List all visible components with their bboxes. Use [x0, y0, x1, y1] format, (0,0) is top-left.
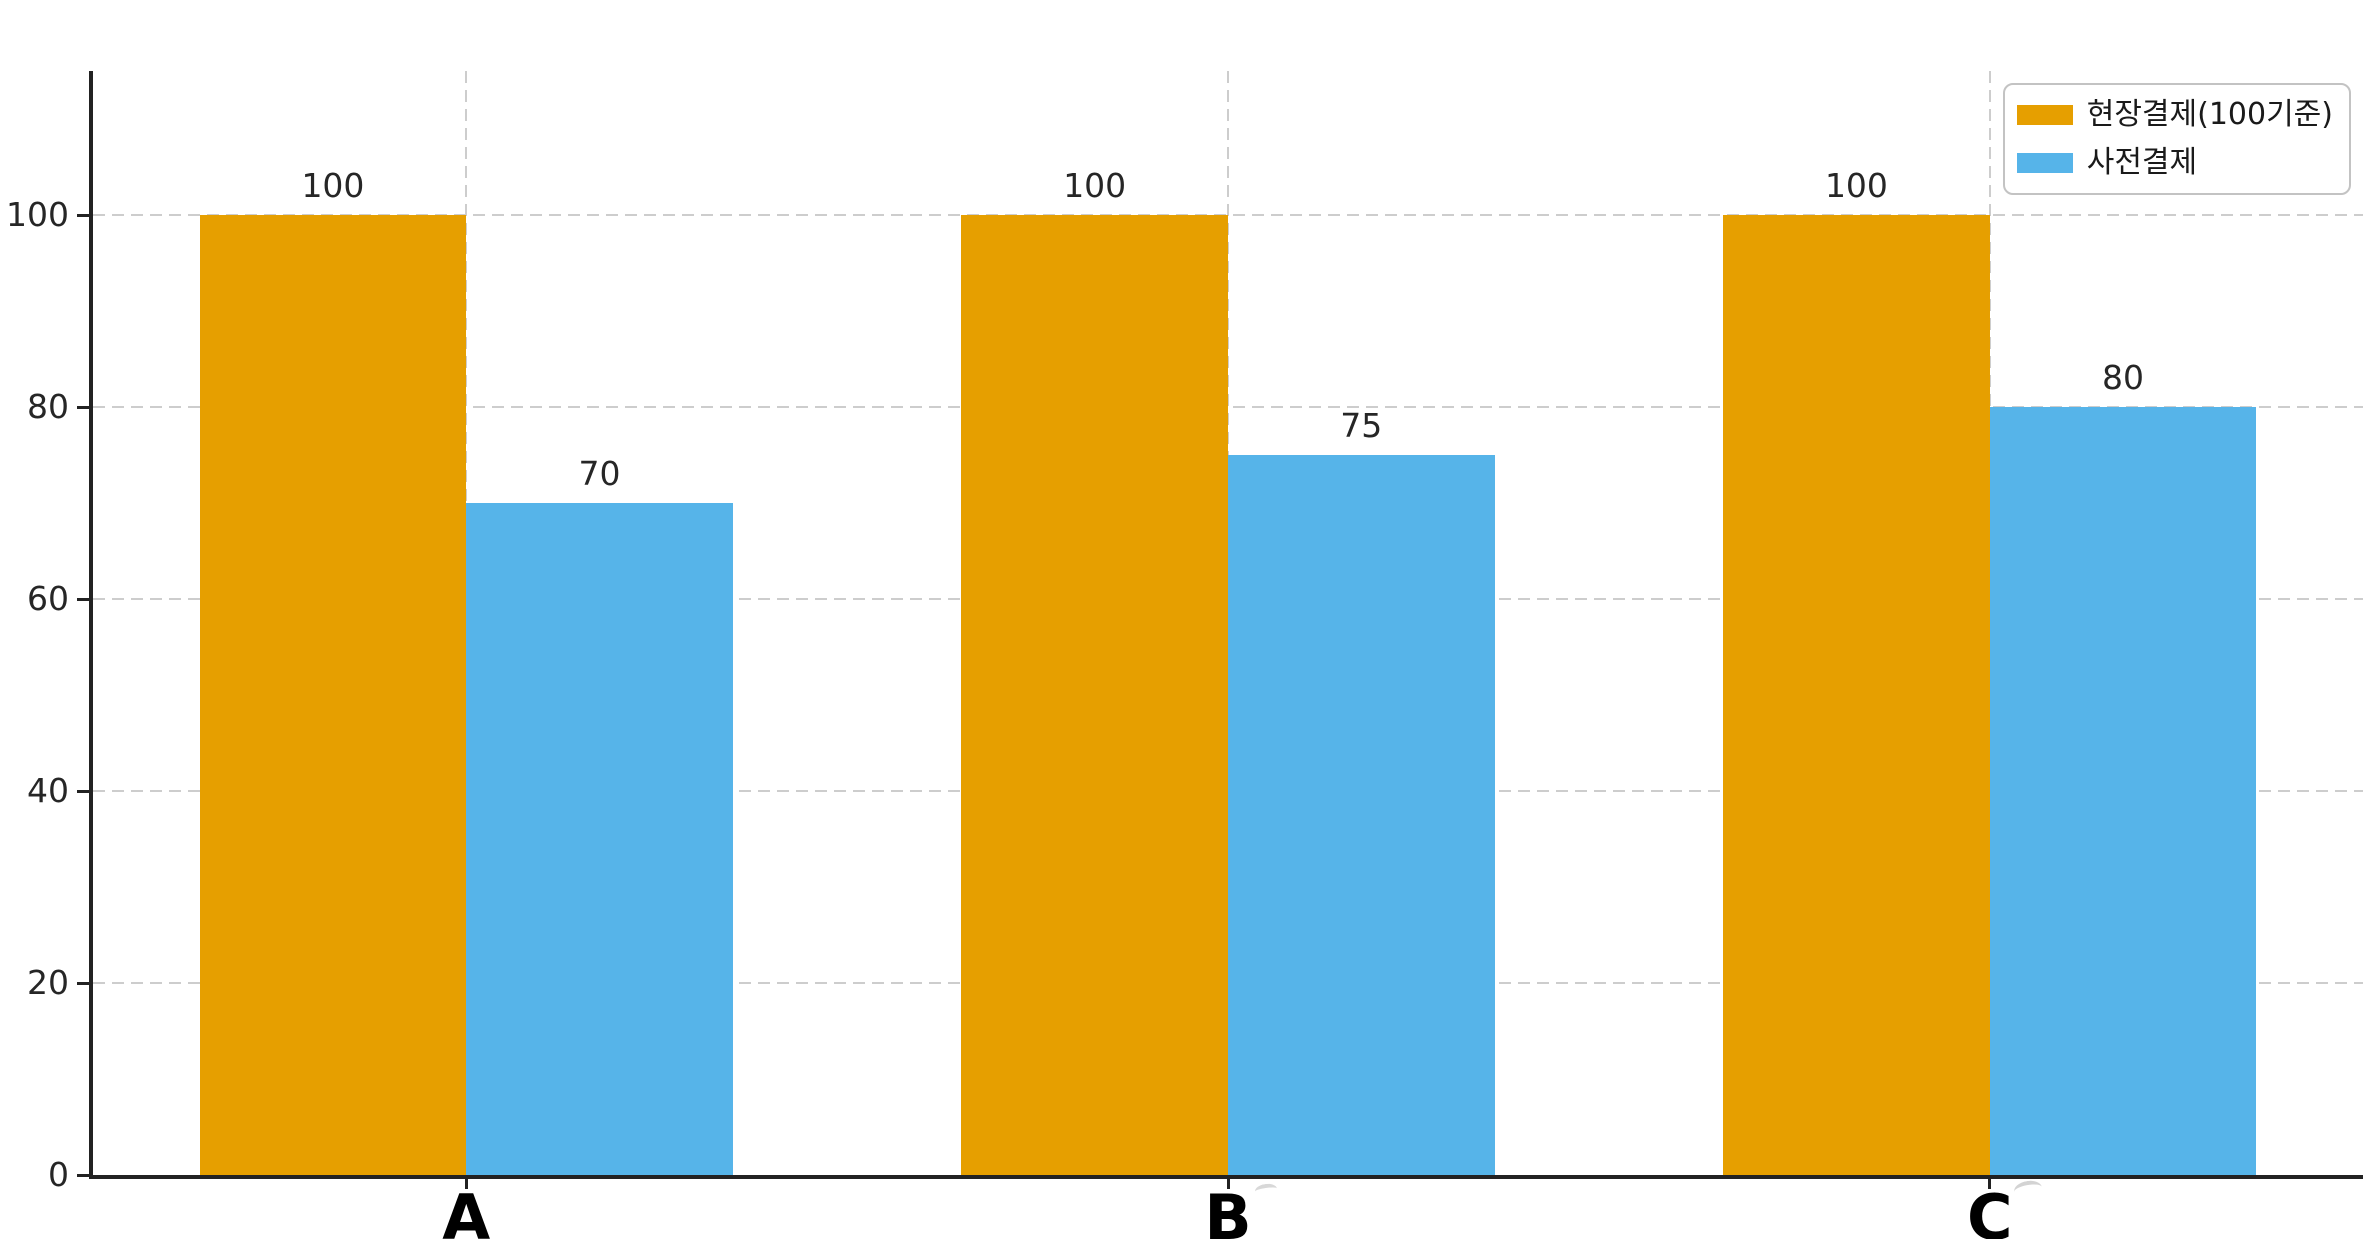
- legend-swatch-onsite-payment: [2016, 105, 2073, 125]
- y-axis-line: [89, 71, 93, 1179]
- bar-value-label: 100: [301, 166, 365, 205]
- legend-label-onsite-payment: 현장결제(100기준): [2086, 97, 2333, 132]
- y-tick-label: 40: [27, 771, 69, 810]
- legend: 현장결제(100기준) 사전결제: [2002, 83, 2351, 195]
- x-tick-label-a: A: [442, 1181, 491, 1239]
- legend-swatch-advance-payment: [2016, 153, 2073, 173]
- legend-item-onsite-payment: 현장결제(100기준): [2016, 97, 2333, 133]
- bar-value-label: 100: [1063, 166, 1127, 205]
- y-tick-mark: [77, 597, 89, 601]
- y-tick-label: 100: [6, 195, 69, 234]
- x-tick-label-c: C: [1966, 1181, 2013, 1239]
- bar-onsite-payment-C: [1723, 215, 1990, 1175]
- y-tick-label: 0: [48, 1155, 69, 1194]
- bar-value-label: 70: [578, 454, 621, 493]
- y-tick-mark: [77, 789, 89, 793]
- y-tick-mark: [77, 981, 89, 985]
- bar-value-label: 100: [1824, 166, 1888, 205]
- bar-onsite-payment-A: [199, 215, 467, 1175]
- x-axis-line: [89, 1175, 2363, 1179]
- y-tick-label: 60: [27, 579, 69, 618]
- bar-advance-payment-B: [1228, 455, 1495, 1175]
- legend-label-advance-payment: 사전결제: [2086, 145, 2198, 180]
- bar-value-label: 80: [2102, 358, 2145, 397]
- legend-item-advance-payment: 사전결제: [2016, 145, 2333, 181]
- y-tick-mark: [77, 213, 89, 217]
- bar-onsite-payment-B: [961, 215, 1228, 1175]
- y-tick-label: 20: [27, 963, 69, 1002]
- y-tick-label: 80: [27, 387, 69, 426]
- x-tick-mark: [1988, 1179, 1992, 1189]
- x-tick-mark: [1226, 1179, 1230, 1189]
- y-tick-mark: [77, 1173, 89, 1177]
- x-tick-label-b: B: [1204, 1181, 1252, 1239]
- y-tick-mark: [77, 405, 89, 409]
- bar-advance-payment-C: [1989, 407, 2257, 1175]
- bar-value-label: 75: [1340, 406, 1383, 445]
- bar-advance-payment-A: [466, 503, 733, 1175]
- x-tick-mark: [464, 1179, 468, 1189]
